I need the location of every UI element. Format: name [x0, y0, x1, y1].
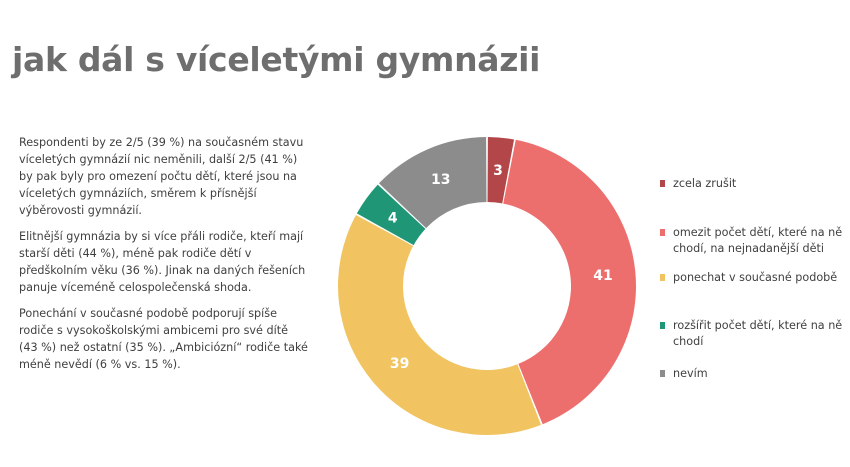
legend-label: zcela zrušit: [673, 177, 737, 190]
donut-slice-4: [356, 184, 426, 246]
donut-slice-1: [487, 137, 515, 204]
slice-label-3: 39: [390, 356, 409, 372]
legend-label: ponechat v současné podobě: [673, 271, 838, 284]
legend-item-5: nevím: [660, 366, 845, 382]
legend-item-1: zcela zrušit: [660, 176, 845, 192]
legend-item-3: ponechat v současné podobě: [660, 270, 845, 286]
description-text: Respondenti by ze 2/5 (39 %) na současné…: [19, 134, 309, 382]
legend-label: nevím: [673, 367, 708, 380]
paragraph-3: Ponechání v současné podobě podporují sp…: [19, 307, 308, 371]
donut-slice-2: [503, 139, 636, 425]
legend-item-2: omezit počet dětí, které na ně chodí, na…: [660, 225, 845, 257]
slice-label-2: 41: [593, 268, 612, 284]
paragraph-2: Elitnější gymnázia by si více přáli rodi…: [19, 230, 306, 294]
legend-swatch: [660, 322, 665, 329]
donut-slice-5: [378, 137, 487, 229]
donut-slice-3: [338, 215, 542, 435]
legend-swatch: [660, 229, 665, 236]
legend-swatch: [660, 274, 665, 281]
slice-label-5: 13: [431, 172, 450, 188]
legend-label: omezit počet dětí, které na ně chodí, na…: [673, 226, 843, 255]
legend-swatch: [660, 370, 665, 377]
slice-label-1: 3: [493, 163, 503, 179]
legend-label: rozšířit počet dětí, které na ně chodí: [673, 319, 843, 348]
page-title: jak dál s víceletými gymnázii: [12, 40, 541, 79]
legend-item-4: rozšířit počet dětí, které na ně chodí: [660, 318, 845, 350]
legend-swatch: [660, 180, 665, 187]
slice-label-4: 4: [388, 211, 398, 227]
paragraph-1: Respondenti by ze 2/5 (39 %) na současné…: [19, 136, 304, 217]
